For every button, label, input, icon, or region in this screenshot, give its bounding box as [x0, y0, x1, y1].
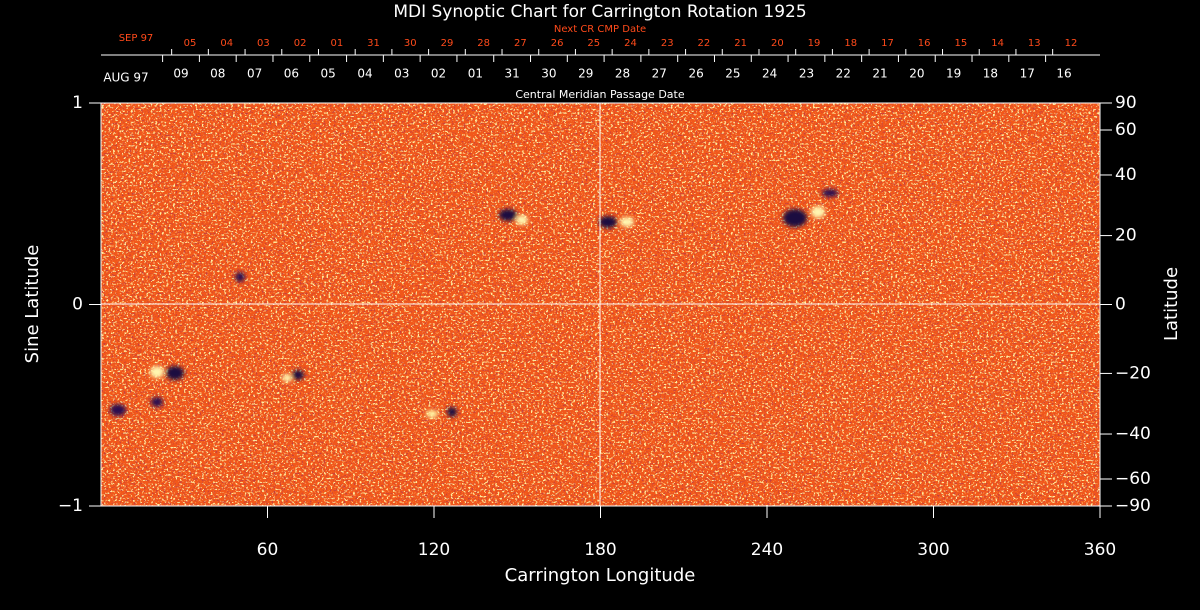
next-date-label: 04	[220, 38, 233, 49]
y2-tick-label: −40	[1115, 424, 1151, 444]
top-date-label: 16	[1056, 67, 1071, 81]
top-date-label: 18	[983, 67, 998, 81]
y2-tick-label: −20	[1115, 363, 1151, 383]
x-axis-label: Carrington Longitude	[505, 565, 696, 586]
x-tick-label: 180	[584, 540, 616, 560]
next-date-label: 15	[955, 38, 968, 49]
x-tick-label: 360	[1084, 540, 1116, 560]
y2-tick-label: −60	[1115, 469, 1151, 489]
x-tick-label: 120	[418, 540, 450, 560]
next-axis-label: Next CR CMP Date	[554, 24, 646, 35]
next-date-label: 13	[1028, 38, 1041, 49]
chart-title: MDI Synoptic Chart for Carrington Rotati…	[393, 2, 806, 22]
y2-tick-label: −90	[1115, 496, 1151, 516]
top-date-label: 29	[578, 67, 593, 81]
next-date-label: 28	[477, 38, 490, 49]
next-date-label: 14	[991, 38, 1004, 49]
x-tick-label: 300	[917, 540, 949, 560]
top-date-label: 25	[725, 67, 740, 81]
top-date-label: 09	[173, 67, 188, 81]
next-date-label: 27	[514, 38, 527, 49]
next-date-label: 26	[551, 38, 564, 49]
next-date-label: 03	[257, 38, 270, 49]
top-date-label: 30	[541, 67, 556, 81]
next-date-label: 17	[881, 38, 894, 49]
y2-tick-label: 60	[1115, 120, 1137, 140]
next-date-label: 18	[844, 38, 857, 49]
next-date-label: 16	[918, 38, 931, 49]
y-tick-label: −1	[58, 496, 83, 516]
top-date-label: 26	[688, 67, 703, 81]
top-date-label: 05	[321, 67, 336, 81]
next-date-label: 05	[184, 38, 197, 49]
y-axis-label: Sine Latitude	[22, 245, 43, 364]
top-date-label: 17	[1020, 67, 1035, 81]
y2-tick-label: 0	[1115, 295, 1126, 315]
next-date-label: 23	[661, 38, 674, 49]
y2-axis-label: Latitude	[1161, 267, 1182, 341]
top-date-label: 04	[357, 67, 372, 81]
next-date-label: 19	[808, 38, 821, 49]
top-date-label: 02	[431, 67, 446, 81]
next-axis-start: SEP 97	[119, 33, 154, 44]
y2-tick-label: 90	[1115, 93, 1137, 113]
y-tick-label: 0	[72, 295, 83, 315]
magnetogram	[101, 103, 1100, 506]
x-tick-label: 60	[257, 540, 279, 560]
top-date-label: 24	[762, 67, 777, 81]
next-date-label: 01	[330, 38, 343, 49]
next-date-label: 22	[698, 38, 711, 49]
top-date-label: 19	[946, 67, 961, 81]
top-axis-start: AUG 97	[103, 71, 148, 85]
top-date-label: 20	[909, 67, 924, 81]
y2-tick-label: 20	[1115, 226, 1137, 246]
top-date-label: 28	[615, 67, 630, 81]
y-tick-label: 1	[72, 93, 83, 113]
top-date-label: 06	[284, 67, 299, 81]
next-date-label: 29	[441, 38, 454, 49]
top-date-label: 07	[247, 67, 262, 81]
next-date-label: 24	[624, 38, 637, 49]
next-date-label: 30	[404, 38, 417, 49]
top-date-label: 23	[799, 67, 814, 81]
top-date-label: 31	[504, 67, 519, 81]
top-date-label: 08	[210, 67, 225, 81]
x-tick-label: 240	[751, 540, 783, 560]
next-date-label: 31	[367, 38, 380, 49]
next-date-label: 02	[294, 38, 307, 49]
top-date-label: 27	[652, 67, 667, 81]
top-date-label: 01	[468, 67, 483, 81]
next-date-label: 12	[1065, 38, 1078, 49]
top-date-label: 22	[836, 67, 851, 81]
next-date-label: 21	[734, 38, 747, 49]
top-date-label: 03	[394, 67, 409, 81]
y2-tick-label: 40	[1115, 165, 1137, 185]
top-date-label: 21	[872, 67, 887, 81]
top-axis-label: Central Meridian Passage Date	[515, 88, 684, 101]
next-date-label: 25	[587, 38, 600, 49]
next-date-label: 20	[771, 38, 784, 49]
